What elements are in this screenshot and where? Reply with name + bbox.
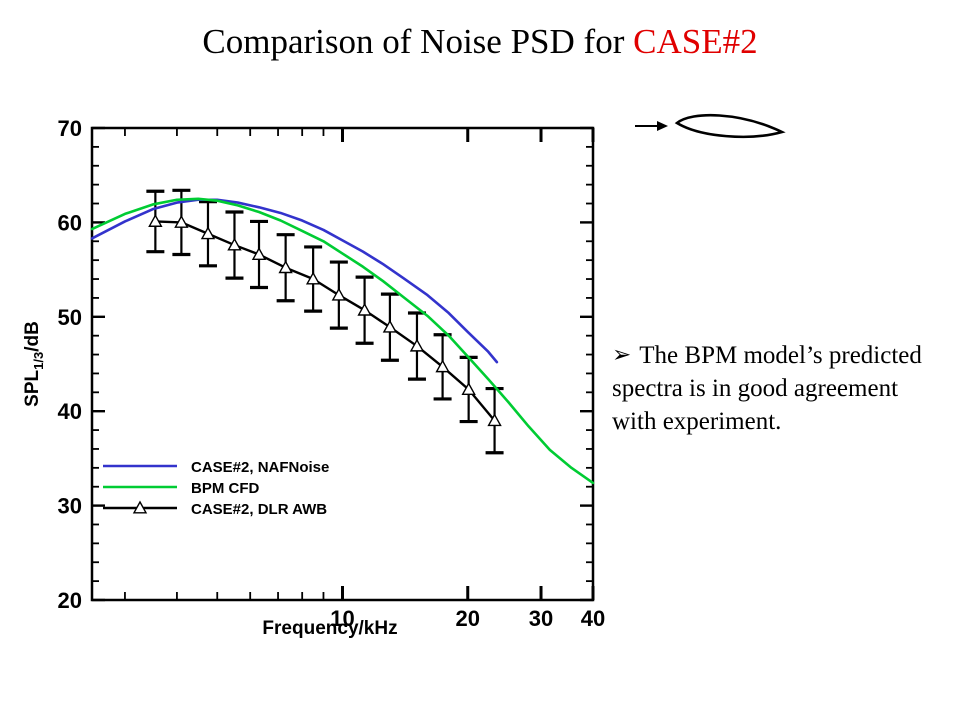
plot-frame	[90, 126, 595, 602]
x-axis-ticks	[124, 128, 595, 600]
data-point-marker	[409, 338, 425, 352]
x-axis-tick-labels: 10 20 30 40	[330, 606, 605, 631]
legend-marker	[132, 500, 148, 514]
x-tick-label: 10	[330, 606, 354, 631]
series-marker-layer	[148, 214, 502, 427]
y-axis-tick-labels: 20 30 40 50 60 70	[58, 116, 82, 613]
chart-svg: 20 30 40 50 60 70 10 20 30 40 CASE#2, NAFNoise BP…	[22, 116, 605, 639]
page-title: Comparison of Noise PSD for CASE#2	[0, 22, 960, 62]
data-point-marker	[148, 214, 163, 227]
flow-arrow-icon	[635, 121, 668, 131]
x-tick-label: 30	[529, 606, 553, 631]
airfoil-shape	[674, 113, 786, 139]
noise-psd-chart: 20 30 40 50 60 70 10 20 30 40 CASE#2, NAFNoise BP…	[22, 116, 605, 639]
data-point-marker	[382, 319, 398, 333]
y-axis-title-main: SPL	[22, 369, 43, 406]
bullet-callout: ➢ The BPM model’s predicted spectra is in…	[612, 338, 942, 438]
data-point-marker	[305, 271, 321, 285]
data-point-marker	[251, 247, 267, 260]
data-point-marker	[227, 237, 242, 251]
series-line	[90, 198, 499, 364]
y-axis-title-sub: 1/3	[31, 352, 46, 370]
title-highlight-text: CASE#2	[633, 22, 758, 61]
data-point-marker	[357, 302, 372, 316]
legend-label: CASE#2, NAFNoise	[191, 459, 329, 476]
legend-label: BPM CFD	[191, 480, 259, 497]
legend-label: CASE#2, DLR AWB	[191, 501, 327, 518]
title-main-text: Comparison of Noise PSD for	[202, 22, 634, 61]
x-axis-title: Frequency/kHz	[262, 618, 397, 639]
chart-legend: CASE#2, NAFNoise BPM CFD CASE#2, DLR AWB	[103, 459, 329, 518]
data-point-marker	[331, 287, 347, 301]
bullet-text: The BPM model’s predicted spectra is in …	[612, 342, 922, 435]
y-axis-ticks	[92, 126, 593, 602]
arrow-bullet-icon: ➢	[612, 342, 632, 367]
y-tick-label: 40	[58, 399, 82, 424]
y-tick-label: 20	[58, 588, 82, 613]
y-axis-title: SPL1/3/dB	[22, 321, 46, 407]
y-tick-label: 50	[58, 305, 82, 330]
y-tick-label: 70	[58, 116, 82, 141]
data-point-marker	[487, 413, 502, 427]
series-line	[90, 197, 595, 485]
y-tick-label: 30	[58, 494, 82, 519]
airfoil-svg	[635, 113, 786, 139]
data-point-marker	[278, 260, 293, 274]
data-point-marker	[200, 226, 216, 240]
data-point-marker	[461, 382, 476, 395]
y-axis-title-tail: /dB	[22, 321, 43, 352]
data-point-marker	[435, 359, 450, 373]
svg-text:SPL1/3/dB: SPL1/3/dB	[22, 321, 46, 407]
x-tick-label: 40	[581, 606, 605, 631]
y-tick-label: 60	[58, 210, 82, 235]
data-point-marker	[174, 214, 189, 228]
x-tick-label: 20	[456, 606, 480, 631]
airfoil-illustration	[630, 95, 830, 165]
